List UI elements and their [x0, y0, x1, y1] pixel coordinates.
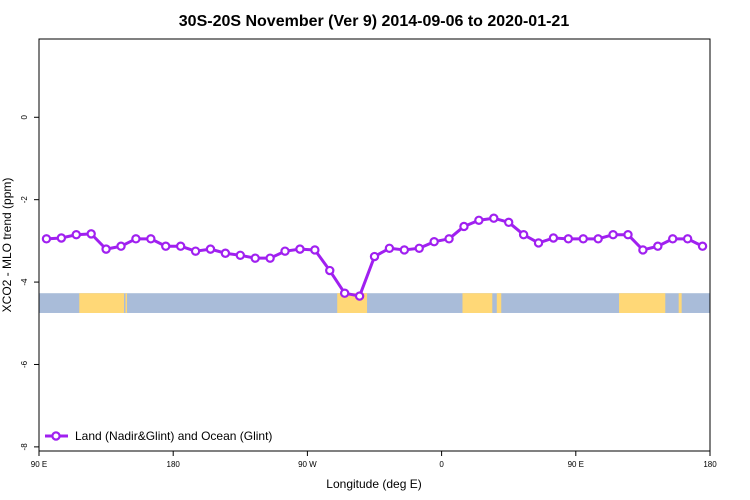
- data-point: [697, 241, 708, 251]
- legend-label: Land (Nadir&Glint) and Ocean (Glint): [75, 429, 272, 443]
- data-point: [504, 217, 514, 228]
- land-patch: [462, 293, 493, 313]
- surface-band: [39, 293, 710, 313]
- data-point: [668, 234, 678, 244]
- x-tick-label: 90 W: [298, 460, 317, 469]
- land-patch: [619, 293, 666, 313]
- y-tick-label: -2: [20, 196, 29, 204]
- data-point: [161, 241, 171, 251]
- data-point: [533, 238, 544, 248]
- data-point: [131, 234, 141, 244]
- data-point: [339, 288, 350, 298]
- chart-title: 30S-20S November (Ver 9) 2014-09-06 to 2…: [179, 13, 570, 30]
- data-point: [310, 245, 320, 255]
- y-tick-label: -4: [20, 278, 29, 286]
- data-point: [623, 229, 633, 240]
- data-point: [384, 243, 395, 253]
- data-point: [325, 265, 335, 276]
- land-patch: [79, 293, 124, 313]
- land-patch: [125, 293, 127, 313]
- data-point: [205, 244, 216, 254]
- x-tick-label: 180: [167, 460, 181, 469]
- data-point: [608, 229, 618, 240]
- data-point: [474, 215, 484, 225]
- data-point: [190, 246, 201, 256]
- data-point: [548, 233, 559, 243]
- data-point: [295, 244, 305, 254]
- data-point: [235, 250, 245, 260]
- data-point: [578, 234, 588, 244]
- data-point: [369, 251, 380, 262]
- data-point: [101, 244, 111, 254]
- data-point: [414, 243, 424, 253]
- x-axis: 90 E 180 90 W 0 90 E 180: [31, 451, 717, 469]
- series-layer: [41, 213, 708, 301]
- data-point: [116, 241, 126, 251]
- data-point: [653, 241, 663, 251]
- data-point: [444, 234, 454, 244]
- y-axis-label: XCO2 - MLO trend (ppm): [0, 178, 14, 313]
- data-point: [280, 246, 290, 256]
- data-point: [71, 229, 81, 240]
- y-tick-label: -8: [20, 443, 29, 451]
- data-point: [429, 237, 439, 247]
- data-point: [354, 291, 365, 301]
- legend: Land (Nadir&Glint) and Ocean (Glint): [45, 429, 272, 443]
- data-point: [86, 229, 96, 239]
- x-tick-label: 90 E: [31, 460, 47, 469]
- data-point: [489, 213, 499, 223]
- ocean-band: [39, 293, 710, 313]
- data-point: [265, 253, 275, 263]
- data-point: [638, 245, 648, 255]
- y-tick-label: 0: [20, 115, 29, 120]
- data-point: [563, 234, 574, 244]
- y-tick-label: -6: [20, 360, 29, 368]
- data-point: [220, 248, 231, 258]
- land-patch: [496, 293, 502, 313]
- data-point: [399, 245, 410, 255]
- legend-marker: [51, 431, 61, 441]
- data-point: [250, 253, 260, 263]
- data-point: [593, 234, 603, 244]
- x-tick-label: 90 E: [568, 460, 584, 469]
- data-point: [518, 229, 529, 240]
- data-point: [41, 234, 52, 244]
- data-point: [682, 234, 693, 244]
- land-patch: [678, 293, 682, 313]
- data-point: [56, 233, 67, 243]
- data-point: [175, 241, 186, 251]
- data-point: [459, 221, 469, 232]
- y-axis: 0 -2 -4 -6 -8: [20, 115, 39, 451]
- x-tick-label: 180: [703, 460, 717, 469]
- data-point: [146, 234, 156, 244]
- plot-frame: [38, 38, 711, 452]
- x-tick-label: 0: [439, 460, 444, 469]
- x-axis-label: Longitude (deg E): [326, 477, 421, 491]
